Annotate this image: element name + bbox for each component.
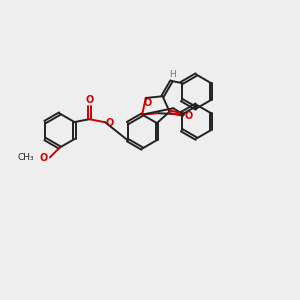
Text: O: O <box>184 111 193 121</box>
Text: O: O <box>105 118 113 128</box>
Text: CH₃: CH₃ <box>18 153 34 162</box>
Text: O: O <box>39 153 48 163</box>
Text: O: O <box>143 98 152 108</box>
Text: H: H <box>169 70 175 79</box>
Text: O: O <box>85 95 94 106</box>
